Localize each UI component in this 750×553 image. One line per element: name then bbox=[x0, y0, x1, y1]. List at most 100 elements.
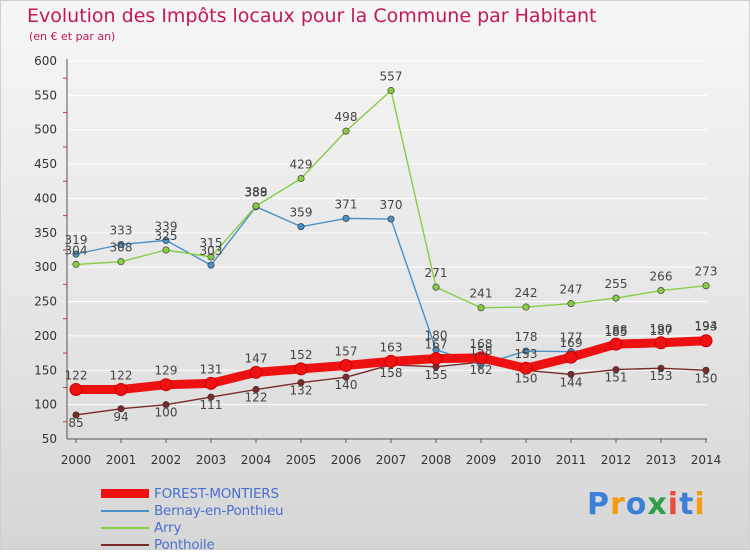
data-point bbox=[432, 283, 440, 291]
data-label: 194 bbox=[695, 319, 718, 333]
data-label: 371 bbox=[335, 197, 358, 211]
x-tick-label: 2002 bbox=[151, 453, 182, 467]
logo-letter: o bbox=[625, 487, 648, 522]
data-point bbox=[477, 304, 485, 312]
chart-subtitle: (en € et par an) bbox=[29, 30, 116, 43]
y-tick-label: 450 bbox=[34, 157, 57, 171]
series-lines bbox=[69, 87, 713, 419]
data-label: 188 bbox=[605, 323, 628, 337]
legend-label: Ponthoile bbox=[154, 536, 215, 553]
data-point bbox=[564, 350, 578, 364]
data-point bbox=[204, 376, 218, 390]
x-tick-label: 2006 bbox=[331, 453, 362, 467]
x-tick-label: 2007 bbox=[376, 453, 407, 467]
data-point bbox=[117, 241, 125, 249]
legend-swatch bbox=[101, 526, 149, 529]
data-point bbox=[522, 347, 530, 355]
data-label: 94 bbox=[113, 410, 128, 424]
data-point bbox=[72, 260, 80, 268]
data-point bbox=[522, 303, 530, 311]
data-label: 132 bbox=[290, 384, 313, 398]
data-point bbox=[699, 334, 713, 348]
data-point bbox=[162, 401, 170, 409]
data-label: 163 bbox=[380, 340, 403, 354]
data-label: 122 bbox=[245, 391, 268, 405]
data-label: 325 bbox=[155, 229, 178, 243]
data-label: 303 bbox=[200, 244, 223, 258]
data-label: 315 bbox=[200, 236, 223, 250]
data-label: 155 bbox=[425, 368, 448, 382]
legend-label: FOREST-MONTIERS bbox=[154, 485, 279, 502]
data-point bbox=[702, 366, 710, 374]
data-point bbox=[252, 202, 260, 210]
data-label: 333 bbox=[110, 224, 133, 238]
proxiti-logo: Proxiti bbox=[587, 487, 706, 522]
y-tick-label: 300 bbox=[34, 260, 57, 274]
data-label: 266 bbox=[650, 270, 673, 284]
x-tick-label: 2012 bbox=[601, 453, 632, 467]
data-label: 85 bbox=[68, 416, 83, 430]
data-label: 150 bbox=[515, 371, 538, 385]
axes: 50 100 150 200 250 300 350 400 450 500 550 600 2000 2… bbox=[34, 54, 721, 467]
data-point bbox=[249, 365, 263, 379]
y-tick-label: 550 bbox=[34, 88, 57, 102]
legend-label: Arry bbox=[154, 519, 182, 536]
data-point bbox=[567, 300, 575, 308]
data-label: 177 bbox=[560, 331, 583, 345]
logo-letter: i bbox=[694, 487, 706, 522]
data-point bbox=[654, 336, 668, 350]
legend: FOREST-MONTIERS Bernay-en-Ponthieu Arry Pon… bbox=[101, 485, 284, 553]
legend-swatch bbox=[101, 509, 149, 512]
data-point bbox=[297, 223, 305, 231]
data-point bbox=[429, 352, 443, 366]
data-point bbox=[519, 361, 533, 375]
y-tick-label: 500 bbox=[34, 123, 57, 137]
data-point bbox=[297, 379, 305, 387]
chart-title: Evolution des Impôts locaux pour la Comm… bbox=[27, 5, 597, 27]
data-label: 247 bbox=[560, 283, 583, 297]
data-label: 273 bbox=[695, 265, 718, 279]
data-label: 153 bbox=[650, 369, 673, 383]
data-point bbox=[207, 393, 215, 401]
data-label: 557 bbox=[380, 70, 403, 84]
data-point bbox=[342, 214, 350, 222]
data-label: 429 bbox=[290, 158, 313, 172]
y-tick-label: 50 bbox=[42, 432, 57, 446]
data-label: 111 bbox=[200, 398, 223, 412]
data-label: 187 bbox=[650, 324, 673, 338]
data-point bbox=[207, 261, 215, 269]
y-tick-label: 250 bbox=[34, 295, 57, 309]
data-label: 162 bbox=[470, 363, 493, 377]
data-point bbox=[474, 351, 488, 365]
data-label: 152 bbox=[290, 348, 313, 362]
data-point bbox=[252, 386, 260, 394]
data-label: 150 bbox=[695, 371, 718, 385]
legend-label: Bernay-en-Ponthieu bbox=[154, 502, 284, 519]
data-point bbox=[207, 253, 215, 261]
data-label: 319 bbox=[65, 233, 88, 247]
data-point bbox=[342, 373, 350, 381]
legend-item: Ponthoile bbox=[101, 536, 283, 553]
data-label: 151 bbox=[605, 371, 628, 385]
data-label: 140 bbox=[335, 378, 358, 392]
x-tick-label: 2003 bbox=[196, 453, 227, 467]
x-tick-label: 2014 bbox=[691, 453, 722, 467]
data-label: 153 bbox=[515, 347, 538, 361]
x-tick-label: 2000 bbox=[61, 453, 92, 467]
data-point bbox=[162, 246, 170, 254]
data-point bbox=[657, 287, 665, 295]
grid-lines bbox=[67, 60, 707, 440]
y-tick-label: 400 bbox=[34, 191, 57, 205]
data-label: 193 bbox=[695, 320, 718, 334]
data-point bbox=[294, 362, 308, 376]
data-label: 168 bbox=[470, 337, 493, 351]
data-label: 304 bbox=[65, 243, 88, 257]
data-label: 157 bbox=[335, 344, 358, 358]
data-point bbox=[162, 236, 170, 244]
data-point bbox=[69, 383, 83, 397]
data-point bbox=[609, 337, 623, 351]
data-point bbox=[387, 215, 395, 223]
logo-letter: t bbox=[679, 487, 695, 522]
